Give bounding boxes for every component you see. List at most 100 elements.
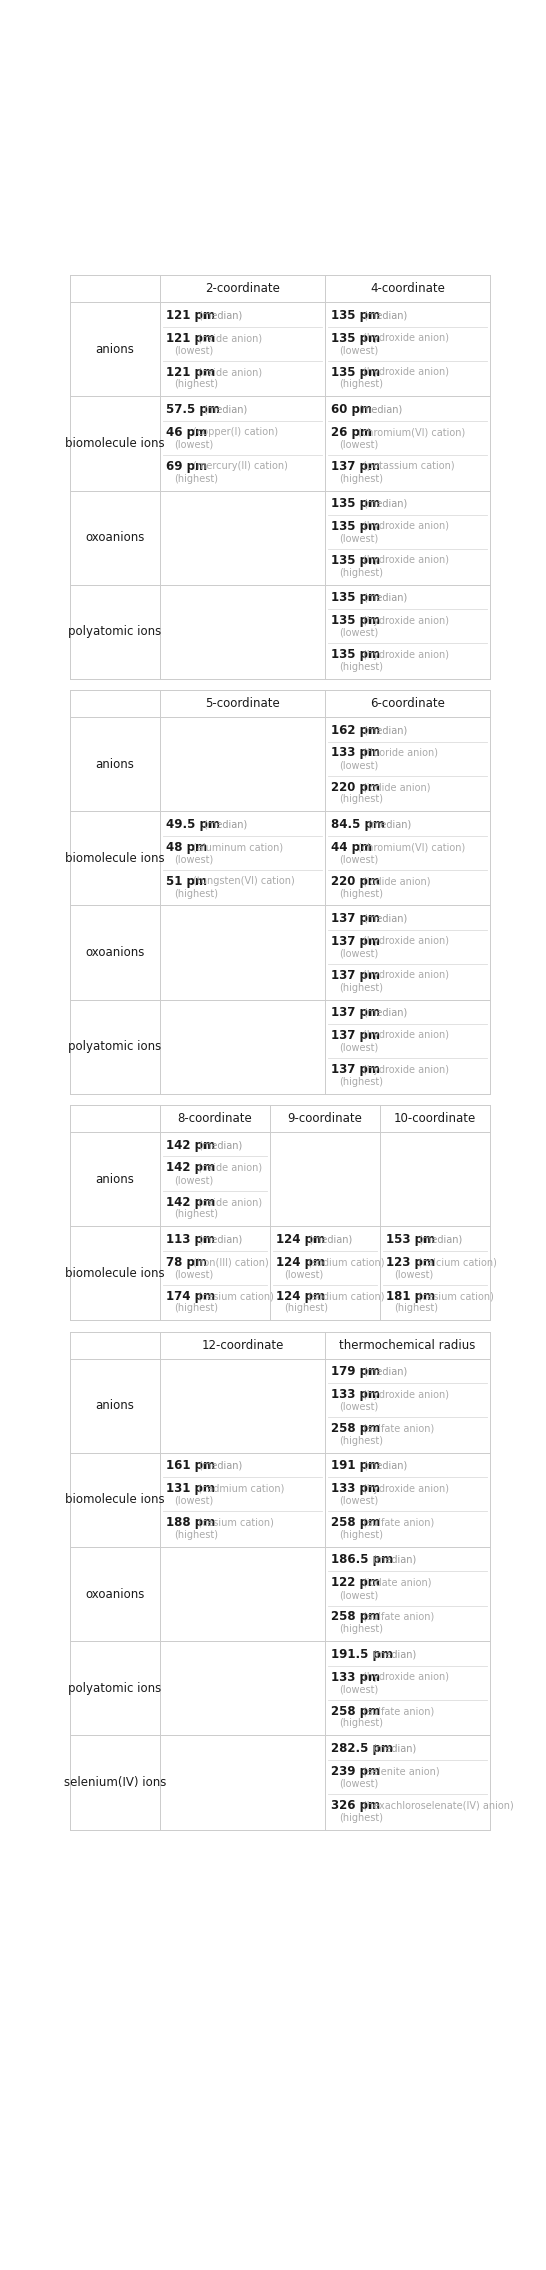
- Text: oxoanions: oxoanions: [85, 531, 145, 545]
- Text: 135 pm: 135 pm: [331, 309, 381, 322]
- Text: (lowest): (lowest): [339, 1042, 378, 1053]
- Text: (mercury(II) cation): (mercury(II) cation): [193, 461, 288, 472]
- Text: 137 pm: 137 pm: [331, 935, 380, 949]
- Text: 137 pm: 137 pm: [331, 913, 380, 924]
- Text: (potassium cation): (potassium cation): [363, 461, 454, 472]
- Text: (lowest): (lowest): [174, 854, 213, 865]
- Text: 123 pm: 123 pm: [386, 1255, 435, 1269]
- Text: (iodide anion): (iodide anion): [363, 876, 430, 885]
- Text: 131 pm: 131 pm: [167, 1482, 215, 1496]
- Text: 142 pm: 142 pm: [167, 1140, 216, 1151]
- Text: (hydroxide anion): (hydroxide anion): [363, 522, 449, 531]
- Text: 6-coordinate: 6-coordinate: [370, 697, 445, 711]
- Text: (oxide anion): (oxide anion): [198, 368, 262, 377]
- Text: 186.5 pm: 186.5 pm: [331, 1553, 393, 1566]
- Text: 179 pm: 179 pm: [331, 1364, 381, 1378]
- Text: 133 pm: 133 pm: [331, 1671, 380, 1684]
- Text: (sulfate anion): (sulfate anion): [363, 1612, 434, 1623]
- Text: 78 pm: 78 pm: [167, 1255, 207, 1269]
- Text: 153 pm: 153 pm: [386, 1233, 435, 1246]
- Text: 135 pm: 135 pm: [331, 554, 381, 568]
- Text: (lowest): (lowest): [339, 440, 378, 449]
- Text: (lowest): (lowest): [339, 629, 378, 638]
- Text: (lowest): (lowest): [339, 345, 378, 356]
- Text: (median): (median): [198, 1140, 242, 1151]
- Text: 12-coordinate: 12-coordinate: [201, 1339, 284, 1353]
- Text: (chromium(VI) cation): (chromium(VI) cation): [358, 427, 465, 438]
- Text: (highest): (highest): [339, 1718, 383, 1727]
- Text: (median): (median): [198, 1462, 242, 1471]
- Text: 10-coordinate: 10-coordinate: [394, 1112, 476, 1126]
- Text: (iron(III) cation): (iron(III) cation): [193, 1258, 269, 1267]
- Text: (median): (median): [363, 1367, 407, 1376]
- Text: (median): (median): [367, 819, 412, 829]
- Text: 49.5 pm: 49.5 pm: [167, 817, 220, 831]
- Text: (highest): (highest): [339, 794, 383, 804]
- Text: (median): (median): [372, 1743, 417, 1752]
- Text: biomolecule ions: biomolecule ions: [65, 1494, 165, 1507]
- Text: (lowest): (lowest): [284, 1269, 323, 1280]
- Text: 9-coordinate: 9-coordinate: [288, 1112, 363, 1126]
- Text: (highest): (highest): [339, 1811, 383, 1823]
- Text: 135 pm: 135 pm: [331, 497, 381, 511]
- Text: (iodate anion): (iodate anion): [363, 1578, 431, 1587]
- Text: (cesium cation): (cesium cation): [198, 1519, 274, 1528]
- Text: 48 pm: 48 pm: [167, 840, 207, 854]
- Text: 57.5 pm: 57.5 pm: [167, 402, 220, 415]
- Text: 191 pm: 191 pm: [331, 1460, 381, 1473]
- Text: 258 pm: 258 pm: [331, 1516, 381, 1530]
- Text: selenium(IV) ions: selenium(IV) ions: [64, 1775, 166, 1789]
- Text: (chromium(VI) cation): (chromium(VI) cation): [358, 842, 465, 851]
- Text: 137 pm: 137 pm: [331, 1028, 380, 1042]
- Text: (highest): (highest): [174, 888, 218, 899]
- Text: (hydroxide anion): (hydroxide anion): [363, 649, 449, 661]
- Text: anions: anions: [96, 343, 134, 356]
- Text: 326 pm: 326 pm: [331, 1798, 381, 1811]
- Text: (highest): (highest): [284, 1303, 328, 1314]
- Text: (sulfate anion): (sulfate anion): [363, 1423, 434, 1435]
- Text: 162 pm: 162 pm: [331, 724, 381, 738]
- Text: (lowest): (lowest): [339, 760, 378, 770]
- Text: (sulfate anion): (sulfate anion): [363, 1519, 434, 1528]
- Text: 135 pm: 135 pm: [331, 649, 381, 661]
- Text: (selenite anion): (selenite anion): [363, 1766, 440, 1775]
- Text: (highest): (highest): [339, 888, 383, 899]
- Text: (median): (median): [198, 311, 242, 320]
- Text: (highest): (highest): [339, 663, 383, 672]
- Text: 135 pm: 135 pm: [331, 520, 381, 533]
- Text: 26 pm: 26 pm: [331, 427, 372, 438]
- Text: 124 pm: 124 pm: [276, 1255, 325, 1269]
- Text: (lowest): (lowest): [339, 1403, 378, 1412]
- Text: (hydroxide anion): (hydroxide anion): [363, 368, 449, 377]
- Text: (median): (median): [203, 819, 247, 829]
- Text: (sodium cation): (sodium cation): [308, 1292, 384, 1301]
- Text: (highest): (highest): [174, 379, 218, 390]
- Text: 137 pm: 137 pm: [331, 1062, 380, 1076]
- Text: (hydroxide anion): (hydroxide anion): [363, 334, 449, 343]
- Text: (oxide anion): (oxide anion): [198, 1162, 262, 1174]
- Text: (lowest): (lowest): [339, 1777, 378, 1789]
- Text: oxoanions: oxoanions: [85, 1587, 145, 1600]
- Text: (sulfate anion): (sulfate anion): [363, 1707, 434, 1716]
- Text: 8-coordinate: 8-coordinate: [177, 1112, 252, 1126]
- Text: (highest): (highest): [339, 474, 383, 484]
- Text: (median): (median): [363, 1462, 407, 1471]
- Text: 69 pm: 69 pm: [167, 461, 207, 472]
- Text: 51 pm: 51 pm: [167, 874, 207, 888]
- Text: (median): (median): [363, 311, 407, 320]
- Text: (highest): (highest): [339, 1076, 383, 1087]
- Text: (hydroxide anion): (hydroxide anion): [363, 935, 449, 947]
- Text: (median): (median): [198, 1235, 242, 1244]
- Text: (highest): (highest): [174, 1210, 218, 1219]
- Text: (hydroxide anion): (hydroxide anion): [363, 1485, 449, 1494]
- Text: (highest): (highest): [339, 983, 383, 992]
- Text: biomolecule ions: biomolecule ions: [65, 436, 165, 449]
- Text: 124 pm: 124 pm: [276, 1233, 325, 1246]
- Text: 220 pm: 220 pm: [331, 874, 380, 888]
- Text: 135 pm: 135 pm: [331, 331, 381, 345]
- Text: (oxide anion): (oxide anion): [198, 1196, 262, 1208]
- Text: (highest): (highest): [339, 568, 383, 579]
- Text: (highest): (highest): [339, 1530, 383, 1539]
- Text: 142 pm: 142 pm: [167, 1196, 216, 1208]
- Text: 4-coordinate: 4-coordinate: [370, 281, 445, 295]
